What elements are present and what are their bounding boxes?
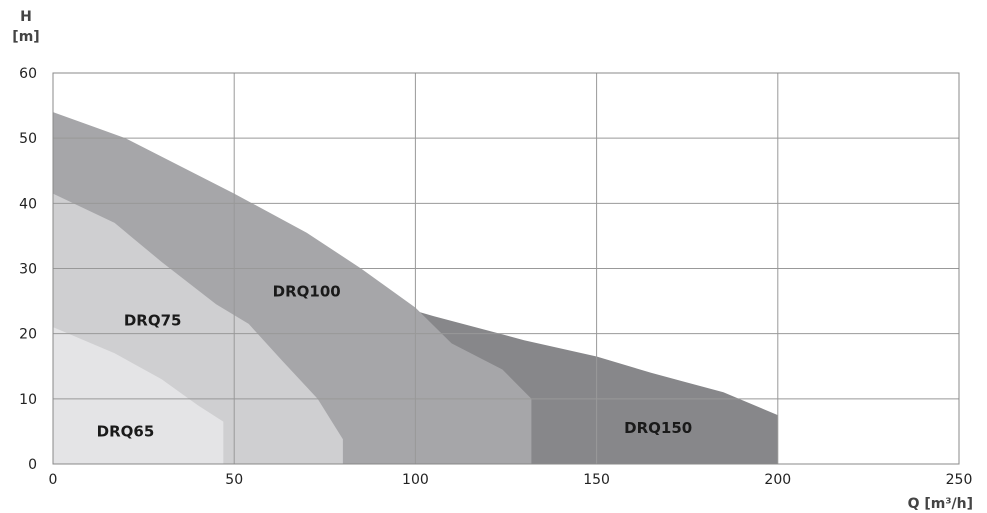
- y-tick-label: 60: [19, 66, 37, 82]
- x-tick-label: 250: [946, 472, 973, 488]
- area-label-drq150: DRQ150: [624, 419, 692, 437]
- area-label-drq100: DRQ100: [273, 282, 341, 300]
- y-tick-label: 40: [19, 196, 37, 212]
- grid-layer: [52, 72, 960, 465]
- y-tick-label: 30: [19, 262, 37, 278]
- x-tick-label: 200: [764, 472, 791, 488]
- area-drq65: [53, 327, 224, 464]
- area-label-drq65: DRQ65: [97, 422, 155, 440]
- ticks-layer: 0 50 100 150 200 250 0 10 20 30 40 50 60: [19, 66, 972, 488]
- labels-layer: DRQ150 DRQ100 DRQ75 DRQ65: [97, 282, 693, 440]
- x-tick-label: 0: [49, 472, 58, 488]
- y-axis-title-line2: [m]: [12, 29, 39, 45]
- y-tick-label: 10: [19, 392, 37, 408]
- x-axis-title: Q [m³/h]: [908, 496, 973, 512]
- x-tick-label: 150: [583, 472, 610, 488]
- y-tick-label: 20: [19, 327, 37, 343]
- area-label-drq75: DRQ75: [124, 312, 182, 330]
- y-tick-label: 50: [19, 131, 37, 147]
- x-tick-label: 100: [402, 472, 429, 488]
- y-axis-title-line1: H: [20, 9, 32, 25]
- x-tick-label: 50: [225, 472, 243, 488]
- plot-frame: [52, 72, 960, 465]
- y-tick-label: 0: [28, 457, 37, 473]
